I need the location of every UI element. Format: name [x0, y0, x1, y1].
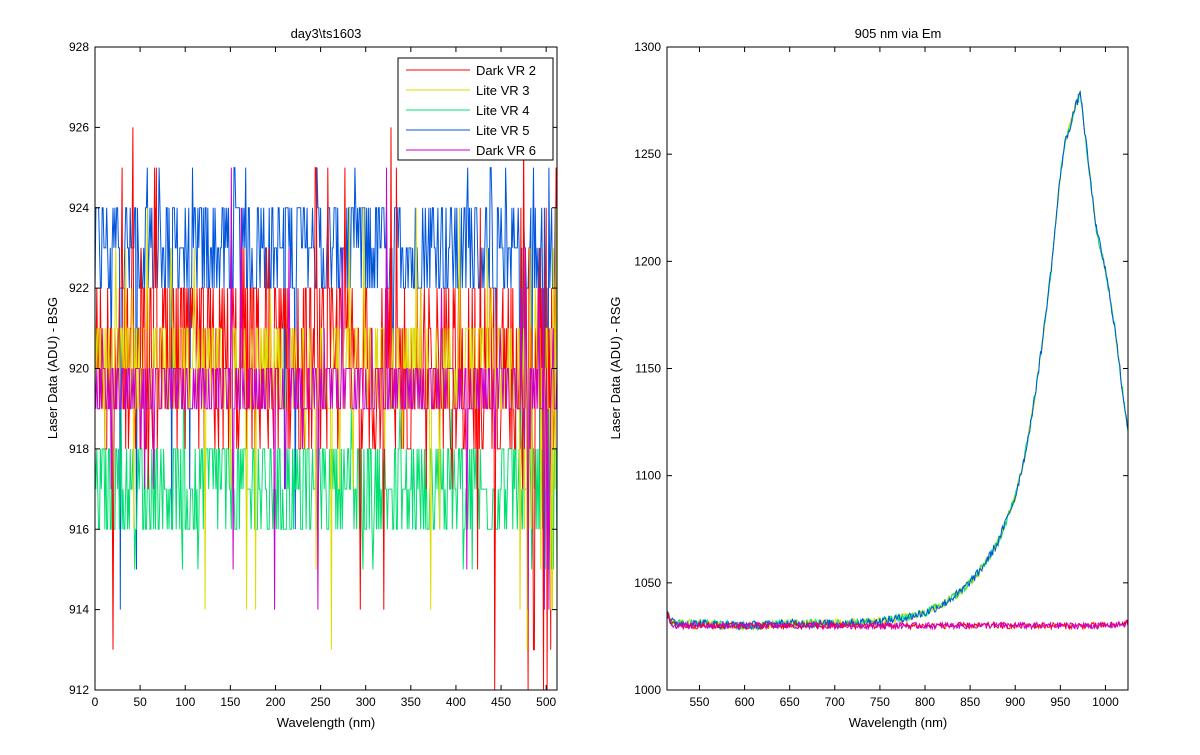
right-chart-series-lines — [667, 90, 1128, 632]
spectrum-line-green — [667, 92, 1128, 631]
legend-label: Lite VR 5 — [476, 123, 529, 138]
x-tick-label: 950 — [1050, 695, 1070, 709]
left-y-ticks: 912 914 916 918 920 922 924 926 928 — [69, 40, 557, 697]
right-x-ticks: 550 600 650 700 750 800 850 900 950 1000 — [689, 47, 1119, 709]
right-y-ticks: 1000 1050 1100 1150 1200 1250 1300 — [634, 40, 1128, 697]
y-tick-label: 928 — [69, 40, 89, 54]
x-tick-label: 200 — [265, 695, 285, 709]
legend-label: Lite VR 3 — [476, 83, 529, 98]
legend-label: Dark VR 6 — [476, 143, 536, 158]
right-x-axis-label: Wavelength (nm) — [849, 715, 948, 730]
y-tick-label: 920 — [69, 362, 89, 376]
left-x-axis-label: Wavelength (nm) — [277, 715, 376, 730]
y-tick-label: 1300 — [634, 40, 661, 54]
x-tick-label: 650 — [780, 695, 800, 709]
y-tick-label: 1200 — [634, 254, 661, 268]
left-x-ticks: 0 50 100 150 200 250 300 350 400 450 500 — [92, 47, 557, 709]
right-chart-title: 905 nm via Em — [855, 26, 942, 41]
right-chart: 905 nm via Em 550 600 650 700 750 800 850 900 95… — [608, 26, 1129, 730]
x-tick-label: 250 — [311, 695, 331, 709]
y-tick-label: 926 — [69, 120, 89, 134]
x-tick-label: 850 — [960, 695, 980, 709]
y-tick-label: 924 — [69, 201, 89, 215]
x-tick-label: 50 — [133, 695, 147, 709]
y-tick-label: 1250 — [634, 147, 661, 161]
y-tick-label: 1050 — [634, 576, 661, 590]
x-tick-label: 350 — [401, 695, 421, 709]
x-tick-label: 1000 — [1092, 695, 1119, 709]
spectrum-line-magenta — [667, 614, 1128, 631]
x-tick-label: 300 — [356, 695, 376, 709]
x-tick-label: 400 — [446, 695, 466, 709]
left-y-axis-label: Laser Data (ADU) - BSG — [45, 297, 60, 439]
left-legend: Dark VR 2 Lite VR 3 Lite VR 4 Lite VR 5 Dark… — [397, 57, 554, 161]
x-tick-label: 700 — [825, 695, 845, 709]
right-y-axis-label: Laser Data (ADU) - RSG — [608, 296, 623, 439]
left-chart-series-lines — [95, 127, 557, 690]
y-tick-label: 1100 — [635, 469, 661, 483]
x-tick-label: 450 — [491, 695, 511, 709]
x-tick-label: 600 — [735, 695, 755, 709]
series-line-lite-vr-4 — [95, 408, 557, 570]
y-tick-label: 912 — [69, 683, 89, 697]
left-chart: day3\ts1603 0 50 100 150 200 250 300 350 400 450 5… — [45, 26, 558, 730]
legend-label: Dark VR 2 — [476, 63, 536, 78]
x-tick-label: 100 — [175, 695, 195, 709]
spectrum-line-yellow — [667, 90, 1128, 632]
x-tick-label: 150 — [220, 695, 240, 709]
x-tick-label: 800 — [915, 695, 935, 709]
x-tick-label: 0 — [92, 695, 99, 709]
left-chart-title: day3\ts1603 — [291, 26, 362, 41]
legend-label: Lite VR 4 — [476, 103, 529, 118]
y-tick-label: 914 — [69, 603, 89, 617]
y-tick-label: 1000 — [634, 683, 661, 697]
series-line-dark-vr-6 — [95, 167, 557, 610]
y-tick-label: 916 — [69, 522, 89, 536]
right-plot-frame — [666, 46, 1129, 691]
legend-box — [397, 57, 554, 161]
spectrum-line-blue — [667, 91, 1128, 631]
y-tick-label: 922 — [69, 281, 89, 295]
x-tick-label: 900 — [1005, 695, 1025, 709]
x-tick-label: 750 — [870, 695, 890, 709]
y-tick-label: 918 — [69, 442, 89, 456]
x-tick-label: 550 — [689, 695, 709, 709]
y-tick-label: 1150 — [635, 362, 661, 376]
x-tick-label: 500 — [536, 695, 556, 709]
series-line-dark-vr-2 — [95, 127, 557, 690]
